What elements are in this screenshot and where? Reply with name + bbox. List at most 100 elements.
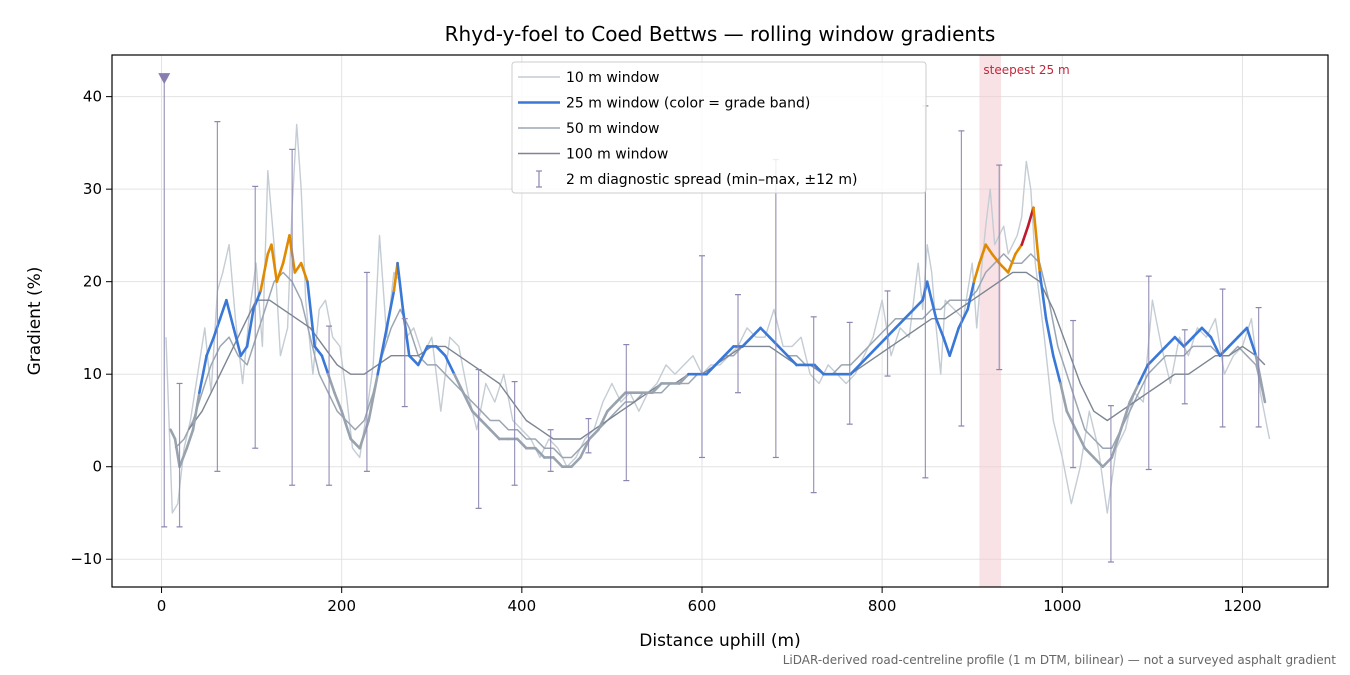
series-25m-segment	[984, 243, 994, 256]
y-tick-label: 0	[92, 458, 102, 476]
series-25m-segment	[867, 345, 879, 357]
footnote: LiDAR-derived road-centreline profile (1…	[783, 653, 1337, 667]
series-25m-segment	[1191, 326, 1204, 339]
axis-ticks: 0 200 400 600 800 1000 1200 −10 0 10 20 30 40	[70, 88, 1261, 615]
series-25m-segment	[401, 308, 411, 357]
series-lines	[165, 123, 1271, 514]
series-25m-segment	[191, 391, 201, 432]
series-25m-segment	[376, 326, 389, 376]
series-25m-segment	[516, 437, 528, 450]
series-25m-segment	[606, 400, 618, 413]
series-25m-segment	[1164, 335, 1177, 348]
series-25m-segment	[912, 298, 924, 311]
plot-frame	[111, 54, 1329, 588]
steepest-band: steepest 25 m	[979, 55, 1070, 587]
series-25m-segment	[1155, 345, 1168, 357]
series-25m-segment	[768, 335, 780, 348]
series-25m-segment	[1044, 317, 1055, 357]
series-25m-segment	[930, 298, 938, 320]
series-25m-segment	[173, 437, 181, 469]
series-line	[165, 123, 1271, 514]
series-25m-segment	[972, 261, 981, 283]
series-25m-segment	[1051, 354, 1062, 385]
series-25m-segment	[205, 335, 216, 357]
steepest-band-label: steepest 25 m	[983, 63, 1069, 77]
series-25m-segment	[1200, 326, 1213, 339]
y-tick-label: 10	[83, 365, 102, 383]
series-25m-segment	[1020, 224, 1030, 246]
series-25m-segment	[1083, 446, 1096, 459]
series-25m-segment	[786, 354, 798, 367]
y-tick-label: −10	[70, 550, 102, 568]
series-25m-segment	[741, 335, 753, 348]
series-25m-segment	[990, 252, 1001, 265]
series-25m-segment	[293, 261, 303, 274]
series-25m-segment	[169, 428, 177, 441]
series-25m-segment	[978, 243, 988, 265]
legend-label: 50 m window	[566, 121, 659, 137]
y-axis-label: Gradient (%)	[25, 267, 45, 376]
series-25m-segment	[1092, 456, 1105, 469]
legend-box	[511, 61, 927, 194]
series-line	[188, 271, 1266, 440]
series-25m-segment	[894, 317, 906, 330]
series-25m-segment	[777, 345, 789, 357]
legend: 10 m window 25 m window (color = grade ba…	[511, 61, 927, 194]
series-25m-segment	[1101, 456, 1114, 469]
series-25m-segment	[948, 326, 960, 357]
x-tick-label: 600	[688, 597, 717, 615]
series-25m-segment	[1032, 206, 1042, 274]
series-25m-segment	[320, 354, 330, 376]
series-25m-segment	[885, 326, 897, 339]
x-tick-label: 0	[157, 597, 167, 615]
series-25m-segment	[245, 308, 255, 348]
series-25m-segment	[333, 391, 343, 413]
series-25m-segment	[876, 335, 888, 348]
series-25m-segment	[966, 280, 976, 311]
series-25m-segment	[678, 372, 690, 385]
series-25m-segment	[813, 363, 825, 376]
series-25m-segment	[1059, 382, 1069, 413]
series-25m-segment	[849, 363, 861, 376]
series-25m-segment	[489, 428, 501, 441]
x-tick-label: 1000	[1043, 597, 1081, 615]
series-25m-segment	[275, 261, 285, 283]
start-marker-group	[158, 73, 171, 85]
series-25m-segment	[1254, 354, 1267, 404]
series-25m-segment	[367, 372, 380, 422]
series-25m-segment	[1006, 252, 1017, 274]
series-25m-segment	[759, 326, 771, 339]
y-tick-label: 40	[83, 88, 102, 106]
series-25m-segment	[1110, 428, 1123, 459]
series-25m-segment	[461, 391, 474, 413]
series-25m-segment	[1065, 409, 1078, 432]
series-25m-segment	[651, 382, 663, 395]
series-25m-segment	[385, 289, 396, 330]
legend-label: 25 m window (color = grade band)	[566, 96, 810, 112]
series-25m-segment	[259, 252, 270, 293]
start-marker	[158, 73, 171, 85]
series-25m-segment	[299, 261, 309, 283]
x-tick-label: 200	[327, 597, 356, 615]
legend-label: 10 m window	[566, 70, 659, 86]
series-25m-segment	[934, 317, 945, 339]
x-tick-label: 1200	[1223, 597, 1261, 615]
series-25m-segment	[1245, 326, 1258, 357]
series-25m-segment	[1128, 382, 1141, 404]
legend-label: 2 m diagnostic spread (min–max, ±12 m)	[566, 172, 857, 188]
y-tick-label: 30	[83, 180, 102, 198]
series-25m-segment	[225, 298, 235, 330]
series-25m-segment	[1014, 243, 1024, 256]
series-25m-segment	[1074, 428, 1087, 450]
series-25m-segment	[942, 335, 951, 357]
series-25m-segment	[903, 308, 915, 320]
diagnostic-spread-bars	[161, 77, 1262, 563]
series-25m-segment	[925, 280, 933, 302]
series-25m-segment	[313, 345, 324, 357]
series-25m-segment	[714, 354, 726, 367]
series-25m-segment	[1227, 335, 1240, 348]
series-25m-segment	[270, 243, 279, 283]
series-25m-segment	[396, 261, 405, 311]
series-25m-segment	[534, 446, 546, 459]
steepest-band-rect	[979, 55, 1002, 587]
